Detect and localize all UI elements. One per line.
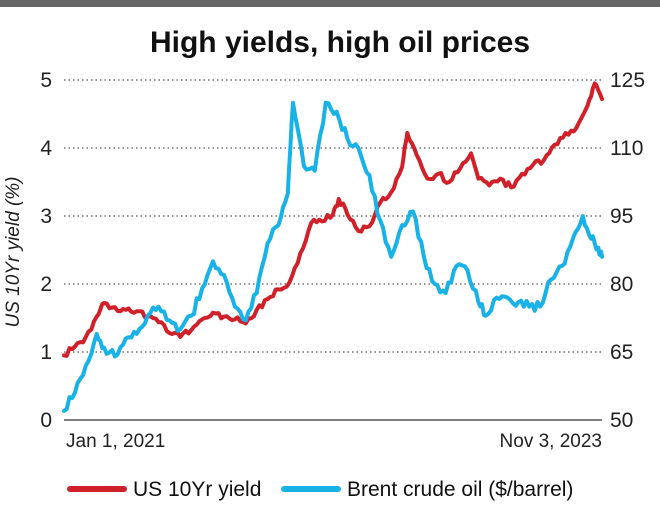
chart-title: High yields, high oil prices <box>150 26 530 59</box>
legend-label-yield: US 10Yr yield <box>133 478 261 501</box>
left-tick-label: 0 <box>40 409 52 432</box>
right-tick-label: 50 <box>610 409 633 432</box>
left-tick-label: 2 <box>40 273 52 296</box>
left-tick-label: 4 <box>40 137 52 160</box>
left-tick-label: 1 <box>40 341 52 364</box>
series-lines <box>62 81 604 413</box>
left-tick-label: 5 <box>40 69 52 92</box>
left-axis: 0 1 2 3 4 5 <box>40 69 52 432</box>
right-axis: 50 65 80 95 110 125 <box>610 69 645 432</box>
left-tick-label: 3 <box>40 205 52 228</box>
right-tick-label: 110 <box>610 137 643 160</box>
right-tick-label: 80 <box>610 273 633 296</box>
gridlines <box>64 79 602 421</box>
x-start-label: Jan 1, 2021 <box>66 431 165 452</box>
right-tick-label: 65 <box>610 341 633 364</box>
y-axis-label: US 10Yr yield (%) <box>3 177 24 328</box>
series-line-us-10yr-yield <box>62 81 604 358</box>
x-end-label: Nov 3, 2023 <box>500 431 602 452</box>
right-tick-label: 125 <box>610 69 645 92</box>
top-rule <box>0 0 660 7</box>
right-tick-label: 95 <box>610 205 633 228</box>
legend-label-brent: Brent crude oil ($/barrel) <box>347 478 573 501</box>
series-line-brent-crude <box>62 100 604 413</box>
legend: US 10Yr yield Brent crude oil ($/barrel) <box>67 478 573 501</box>
